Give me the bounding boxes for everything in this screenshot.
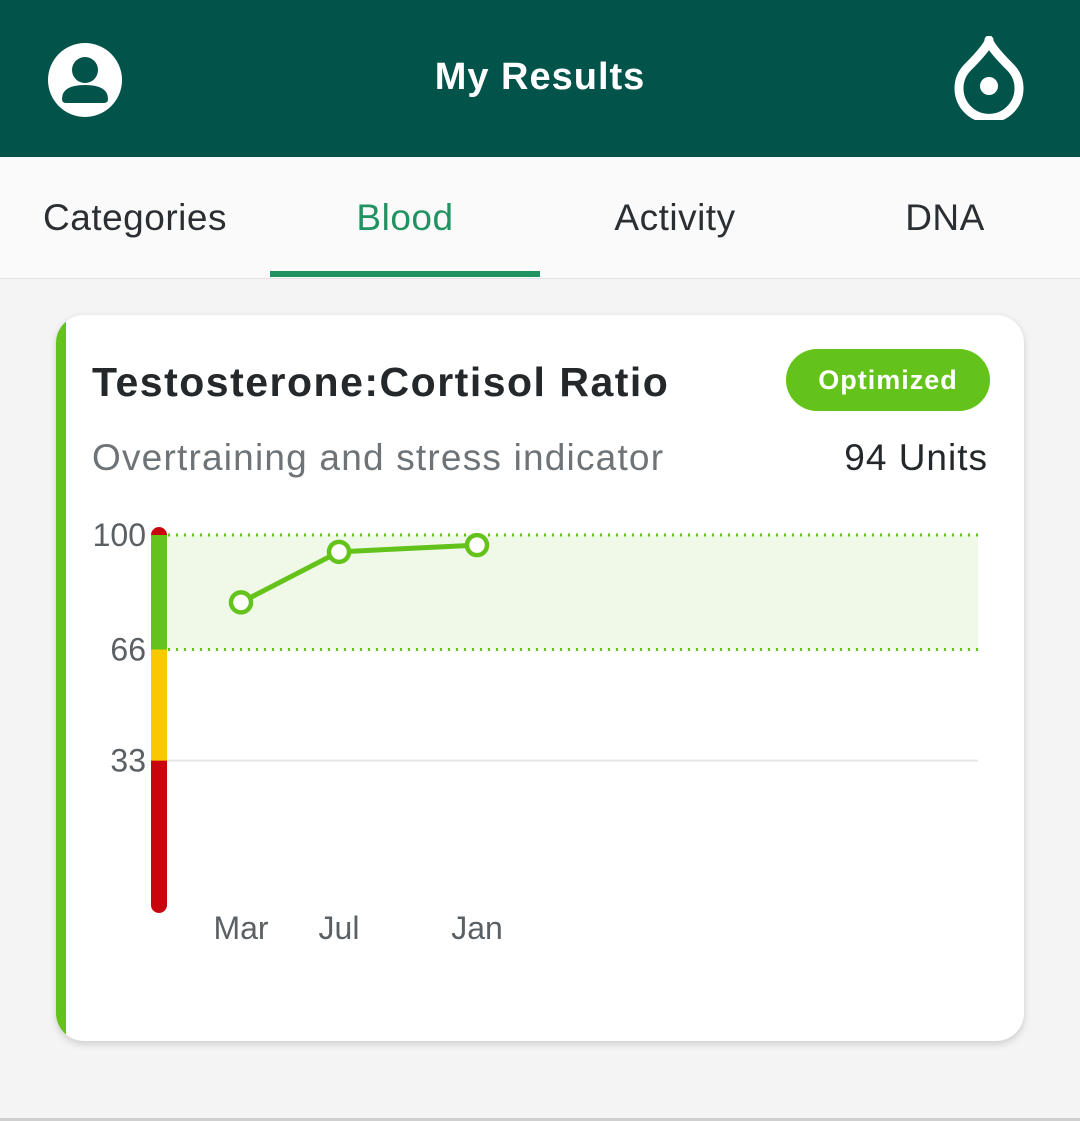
app-header: My Results bbox=[0, 0, 1080, 157]
profile-icon[interactable] bbox=[48, 43, 122, 117]
x-tick-label: Mar bbox=[213, 910, 268, 946]
page-title: My Results bbox=[434, 56, 646, 98]
card-status-accent bbox=[56, 315, 66, 1041]
tab-dna[interactable]: DNA bbox=[905, 197, 985, 238]
y-tick-label: 33 bbox=[110, 743, 146, 779]
optimal-range-band bbox=[168, 535, 978, 650]
status-badge: Optimized bbox=[786, 349, 990, 411]
tab-categories[interactable]: Categories bbox=[43, 197, 227, 238]
tab-bar: Categories Blood Activity DNA bbox=[0, 157, 1080, 279]
x-tick-label: Jan bbox=[451, 910, 503, 946]
data-point[interactable] bbox=[326, 539, 352, 565]
result-card[interactable]: Testosterone:Cortisol Ratio Optimized Ov… bbox=[56, 315, 1024, 1041]
tab-blood[interactable]: Blood bbox=[356, 197, 454, 238]
trend-chart: 100 66 33 Mar Jul Jan bbox=[93, 517, 978, 946]
tab-activity[interactable]: Activity bbox=[614, 197, 736, 238]
drop-icon[interactable] bbox=[951, 36, 1027, 120]
data-point[interactable] bbox=[228, 590, 254, 615]
card-title: Testosterone:Cortisol Ratio bbox=[92, 359, 670, 405]
result-value: 94 Units bbox=[844, 437, 988, 478]
bottom-divider bbox=[0, 1118, 1080, 1121]
active-tab-indicator bbox=[270, 271, 540, 277]
data-point[interactable] bbox=[464, 532, 490, 558]
x-tick-label: Jul bbox=[319, 910, 360, 946]
y-tick-label: 100 bbox=[93, 517, 146, 553]
y-tick-label: 66 bbox=[110, 632, 146, 668]
card-subtitle: Overtraining and stress indicator bbox=[92, 437, 665, 478]
